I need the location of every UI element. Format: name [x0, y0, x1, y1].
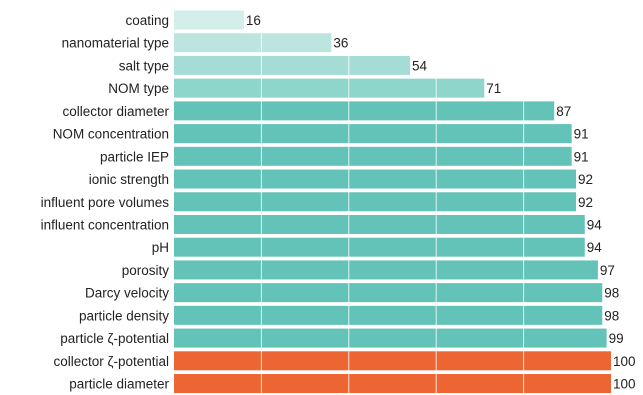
bar-15: [174, 351, 611, 371]
grid-layer: [260, 10, 525, 394]
value-label-10: 94: [587, 240, 603, 255]
value-label-3: 71: [486, 81, 501, 96]
category-label-4: collector diameter: [62, 104, 169, 119]
category-label-8: influent pore volumes: [41, 195, 170, 210]
bar-10: [174, 237, 585, 257]
bar-0: [174, 10, 244, 30]
value-label-15: 100: [613, 354, 636, 369]
value-label-5: 91: [574, 127, 589, 142]
bar-11: [174, 260, 598, 280]
bar-6: [174, 146, 572, 166]
bars-layer: [174, 10, 611, 394]
category-label-13: particle density: [79, 308, 169, 323]
bar-16: [174, 374, 611, 394]
bar-5: [174, 124, 572, 144]
value-label-13: 98: [604, 308, 619, 323]
category-label-2: salt type: [119, 58, 169, 73]
value-label-14: 99: [609, 331, 624, 346]
category-label-12: Darcy velocity: [85, 286, 169, 301]
category-label-6: particle IEP: [100, 149, 169, 164]
value-label-0: 16: [246, 13, 261, 28]
category-label-3: NOM type: [108, 81, 169, 96]
bar-7: [174, 169, 577, 189]
value-label-8: 92: [578, 195, 593, 210]
bar-13: [174, 305, 603, 325]
value-label-6: 91: [574, 149, 589, 164]
bar-12: [174, 283, 603, 303]
category-label-16: particle diameter: [69, 377, 169, 392]
bar-14: [174, 328, 607, 348]
category-label-5: NOM concentration: [53, 127, 169, 142]
labels-layer: coating 16 nanomaterial type 36 salt type 54 N…: [41, 13, 636, 392]
category-label-0: coating: [125, 13, 169, 28]
category-label-10: pH: [152, 240, 169, 255]
bar-4: [174, 101, 555, 121]
bar-3: [174, 78, 485, 98]
value-label-11: 97: [600, 263, 615, 278]
value-label-16: 100: [613, 377, 636, 392]
value-label-9: 94: [587, 217, 603, 232]
bar-9: [174, 214, 585, 234]
category-label-7: ionic strength: [89, 172, 169, 187]
category-label-14: particle ζ-potential: [60, 331, 169, 346]
bar-1: [174, 33, 332, 53]
category-label-9: influent concentration: [41, 217, 169, 232]
value-label-4: 87: [556, 104, 571, 119]
category-label-1: nanomaterial type: [62, 36, 169, 51]
bar-8: [174, 192, 577, 212]
value-label-7: 92: [578, 172, 593, 187]
value-label-1: 36: [333, 36, 348, 51]
category-label-15: collector ζ-potential: [53, 354, 169, 369]
bar-2: [174, 55, 410, 75]
value-label-2: 54: [412, 58, 428, 73]
category-label-11: porosity: [122, 263, 170, 278]
value-label-12: 98: [604, 286, 619, 301]
